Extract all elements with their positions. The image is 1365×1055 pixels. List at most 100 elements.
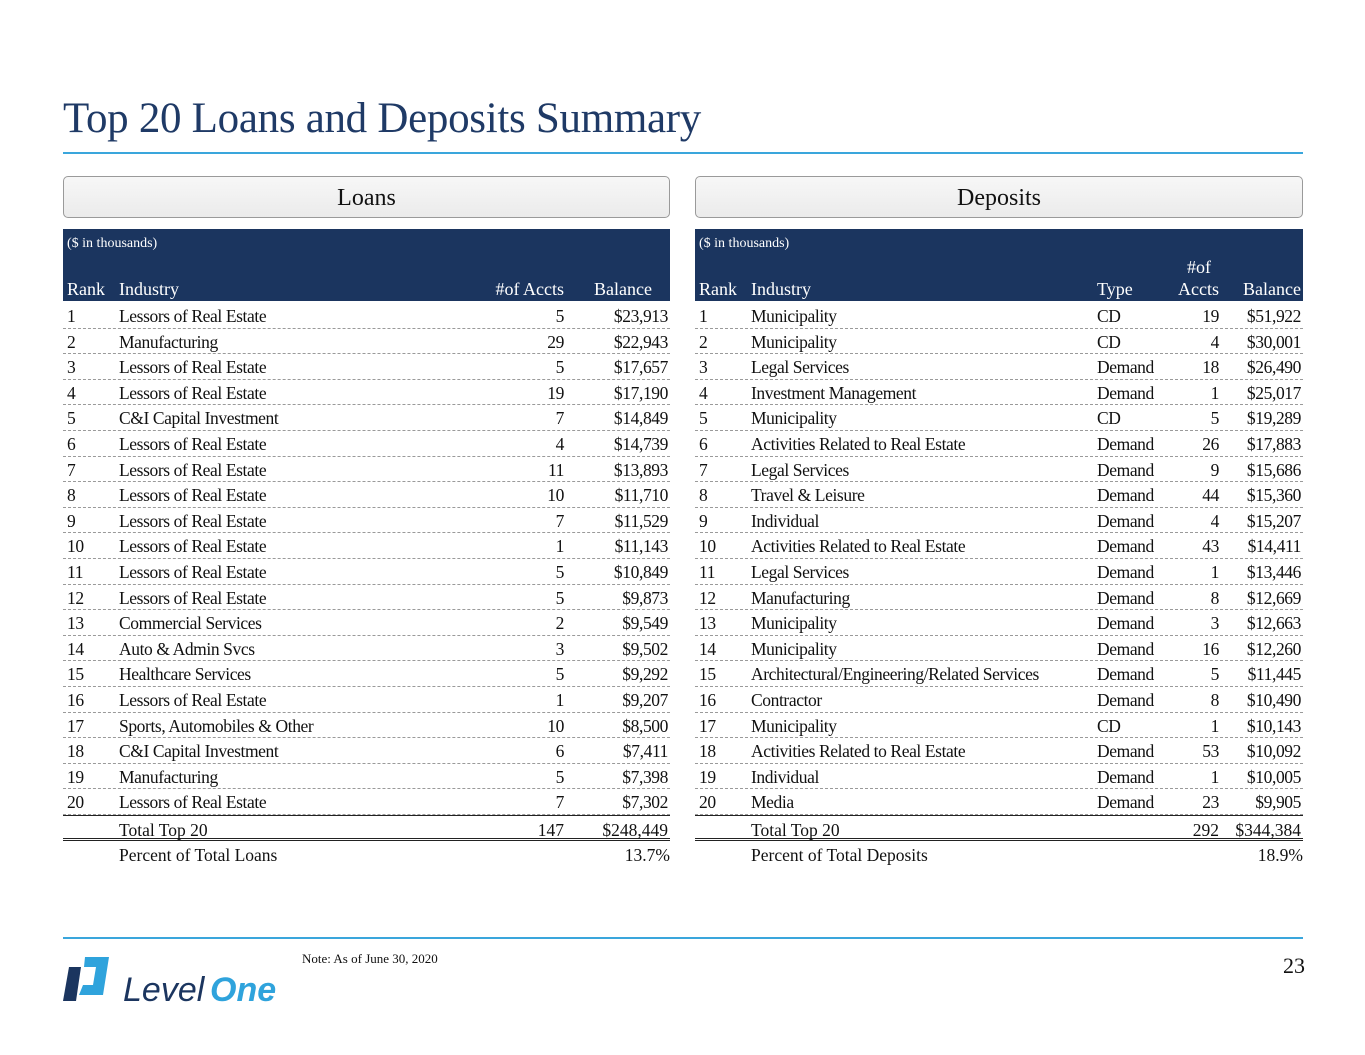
svg-text:One: One (210, 971, 276, 1005)
cell-type: Demand (1097, 536, 1154, 557)
cell-balance: $7,411 (622, 741, 668, 762)
cell-balance: $22,943 (613, 331, 668, 352)
cell-rank: 7 (67, 459, 76, 480)
cell-industry: Manufacturing (119, 766, 218, 787)
cell-balance: $17,190 (613, 382, 668, 403)
cell-rank: 20 (699, 792, 716, 813)
table-row: 18 Activities Related to Real Estate Deman… (695, 738, 1303, 764)
cell-balance: $11,445 (1247, 664, 1302, 685)
cell-balance: $17,883 (1246, 433, 1301, 454)
table-row: 4 Investment Management Demand 1 $25,017 (695, 380, 1303, 406)
col-industry: Industry (119, 279, 179, 299)
cell-balance: $9,207 (622, 689, 668, 710)
loans-percent-row: Percent of Total Loans 13.7% (63, 841, 670, 869)
cell-balance: $12,669 (1246, 587, 1301, 608)
table-row: 7 Legal Services Demand 9 $15,686 (695, 457, 1303, 483)
table-row: 12 Manufacturing Demand 8 $12,669 (695, 585, 1303, 611)
table-row: 1 Municipality CD 19 $51,922 (695, 303, 1303, 329)
cell-industry: C&I Capital Investment (119, 741, 279, 762)
cell-accts: 6 (555, 741, 565, 762)
deposits-table: ($ in thousands) Rank Industry Type #of … (695, 229, 1303, 869)
total-label: Total Top 20 (119, 819, 208, 840)
percent-label: Percent of Total Deposits (751, 844, 928, 865)
cell-accts: 5 (555, 664, 565, 685)
cell-rank: 9 (699, 510, 708, 531)
page-title: Top 20 Loans and Deposits Summary (63, 95, 701, 142)
cell-rank: 17 (699, 715, 716, 736)
cell-balance: $23,913 (613, 306, 668, 326)
percent-label: Percent of Total Loans (119, 844, 278, 865)
cell-industry: Individual (751, 766, 819, 787)
cell-rank: 14 (67, 638, 84, 659)
cell-rank: 18 (67, 741, 84, 762)
cell-rank: 10 (67, 536, 84, 557)
cell-balance: $10,849 (613, 561, 668, 582)
cell-industry: Activities Related to Real Estate (751, 741, 966, 762)
table-row: 2 Manufacturing 29 $22,943 (63, 329, 670, 355)
col-balance: Balance (1243, 279, 1301, 299)
cell-accts: 2 (555, 613, 565, 634)
cell-rank: 19 (699, 766, 716, 787)
cell-accts: 4 (555, 433, 565, 454)
cell-accts: 3 (555, 638, 565, 659)
cell-rank: 18 (699, 741, 716, 762)
cell-balance: $9,502 (622, 638, 668, 659)
cell-accts: 1 (1210, 766, 1220, 787)
col-balance: Balance (594, 279, 652, 299)
cell-type: Demand (1097, 357, 1154, 378)
cell-industry: Municipality (751, 715, 837, 736)
cell-accts: 5 (555, 561, 565, 582)
cell-industry: Lessors of Real Estate (119, 306, 267, 326)
col-rank: Rank (699, 279, 737, 299)
loans-panel-header: Loans (63, 176, 670, 218)
cell-accts: 4 (1210, 331, 1220, 352)
table-row: 15 Healthcare Services 5 $9,292 (63, 661, 670, 687)
cell-industry: Activities Related to Real Estate (751, 536, 966, 557)
cell-balance: $15,360 (1246, 485, 1301, 506)
cell-accts: 19 (547, 382, 564, 403)
page-number: 23 (1283, 953, 1305, 978)
cell-industry: Legal Services (751, 561, 849, 582)
table-row: 9 Individual Demand 4 $15,207 (695, 508, 1303, 534)
footnote: Note: As of June 30, 2020 (302, 951, 438, 966)
cell-rank: 12 (67, 587, 84, 608)
cell-industry: Lessors of Real Estate (119, 587, 267, 608)
svg-text:Level: Level (123, 971, 206, 1005)
cell-industry: Travel & Leisure (751, 485, 865, 506)
cell-rank: 17 (67, 715, 84, 736)
cell-balance: $30,001 (1246, 331, 1301, 352)
cell-balance: $14,849 (613, 408, 668, 429)
cell-balance: $7,302 (622, 792, 668, 813)
cell-accts: 16 (1202, 638, 1219, 659)
deposits-percent-row: Percent of Total Deposits 18.9% (695, 841, 1303, 869)
cell-rank: 7 (699, 459, 708, 480)
col-rank: Rank (67, 279, 105, 299)
total-accts: 147 (537, 819, 564, 840)
levelone-logo-icon: Level One (63, 957, 276, 1009)
total-balance: $248,449 (602, 819, 668, 840)
deposits-total-row: Total Top 20 292 $344,384 (695, 814, 1303, 841)
cell-industry: Lessors of Real Estate (119, 433, 267, 454)
cell-balance: $10,490 (1246, 689, 1301, 710)
cell-rank: 4 (699, 382, 708, 403)
table-row: 13 Municipality Demand 3 $12,663 (695, 610, 1303, 636)
cell-accts: 19 (1202, 306, 1219, 326)
cell-type: Demand (1097, 792, 1154, 813)
cell-rank: 10 (699, 536, 716, 557)
cell-rank: 9 (67, 510, 76, 531)
col-accts: #of Accts (495, 279, 564, 299)
cell-type: Demand (1097, 689, 1154, 710)
table-row: 14 Municipality Demand 16 $12,260 (695, 636, 1303, 662)
cell-balance: $11,529 (614, 510, 669, 531)
cell-industry: Lessors of Real Estate (119, 510, 267, 531)
table-row: 12 Lessors of Real Estate 5 $9,873 (63, 585, 670, 611)
cell-balance: $19,289 (1246, 408, 1301, 429)
cell-accts: 5 (555, 766, 565, 787)
cell-accts: 1 (1210, 715, 1220, 736)
cell-industry: Investment Management (751, 382, 917, 403)
cell-industry: Lessors of Real Estate (119, 459, 267, 480)
cell-rank: 3 (67, 357, 76, 378)
cell-balance: $7,398 (622, 766, 668, 787)
table-row: 8 Lessors of Real Estate 10 $11,710 (63, 482, 670, 508)
cell-industry: Sports, Automobiles & Other (119, 715, 314, 736)
